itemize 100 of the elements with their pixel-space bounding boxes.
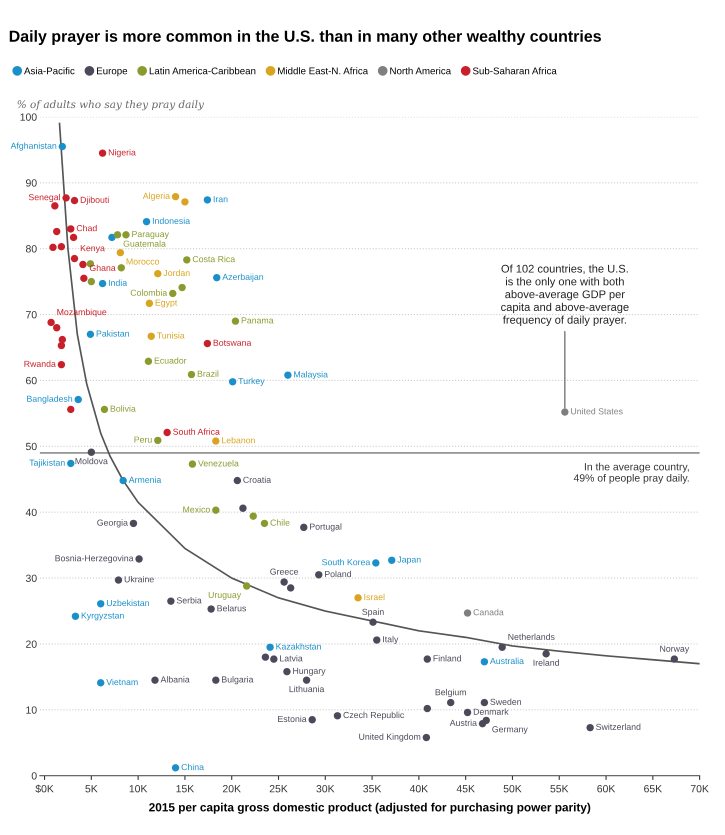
annotation: Kenya: [80, 245, 105, 253]
x-tick-label: 40K: [410, 785, 428, 792]
legend-label: Latin America-Caribbean: [150, 67, 256, 74]
point: [212, 506, 220, 514]
point: [58, 142, 66, 150]
annotation: Belarus: [217, 604, 246, 612]
x-tick-label: 60K: [597, 785, 616, 792]
point: [86, 330, 94, 338]
x-tick-label: 45K: [456, 785, 475, 792]
annotation: Ecuador: [154, 357, 186, 364]
point: [130, 520, 138, 528]
annotation: Ireland: [534, 659, 559, 666]
point: [250, 512, 257, 520]
legend-label: Europe: [97, 68, 128, 76]
annotation: Costa Rica: [192, 256, 236, 262]
annotation: China: [182, 764, 204, 770]
point: [88, 448, 96, 456]
y-tick-label: 50: [26, 442, 37, 450]
point: [172, 764, 180, 772]
annotation: Latvia: [280, 655, 303, 662]
point: [300, 524, 308, 532]
point: [70, 254, 78, 262]
annotation: Chile: [270, 519, 290, 526]
point: [163, 428, 171, 436]
annotation: Venezuela: [198, 460, 239, 466]
point: [62, 194, 70, 202]
point: [283, 668, 291, 676]
annotation: Afghanistan: [10, 142, 56, 151]
point: [204, 340, 212, 348]
point: [480, 698, 488, 706]
x-tick-label: 25K: [270, 785, 288, 792]
annotation: Vietnam: [106, 678, 138, 686]
point: [167, 597, 175, 605]
point: [49, 244, 57, 252]
x-tick-label: 70K: [690, 785, 709, 792]
annotation: Bulgaria: [222, 676, 254, 684]
point: [53, 228, 60, 236]
point: [232, 317, 240, 325]
x-tick-label: 50K: [504, 785, 522, 792]
point: [144, 358, 152, 365]
point: [51, 202, 59, 210]
point: [122, 231, 130, 238]
point: [213, 274, 220, 282]
annotation: Nigeria: [108, 149, 136, 158]
point: [67, 225, 74, 233]
point: [207, 605, 215, 613]
annotation: Greece: [270, 568, 298, 575]
annotation: Botswana: [214, 340, 252, 346]
annotation: United States: [571, 408, 623, 414]
annotation: Lithuania: [290, 686, 324, 692]
annotation: Jordan: [163, 270, 190, 276]
y-tick-label: 40: [26, 508, 37, 516]
annotation: Portugal: [310, 523, 342, 532]
y-tick-label: 100: [20, 113, 37, 121]
point: [498, 644, 506, 651]
annotation: Georgia: [97, 519, 128, 528]
y-tick-label: 20: [26, 640, 37, 648]
point: [260, 520, 268, 528]
annotation: Kazakhstan: [276, 643, 321, 650]
annotation: Bosnia-Herzegovina: [55, 554, 134, 564]
annotation: Of 102 countries, the U.S. is the only one with both above-average GDP per capita and above-average frequency of daily prayer.: [501, 264, 629, 326]
point: [70, 196, 78, 204]
point: [148, 332, 155, 340]
y-tick-label: 90: [26, 179, 37, 187]
x-tick-label: 30K: [316, 785, 334, 792]
annotation: Germany: [492, 726, 528, 734]
x-tick-label: $0K: [35, 784, 54, 794]
point: [302, 676, 310, 684]
point: [154, 270, 162, 278]
annotation: Panama: [242, 317, 274, 324]
point: [142, 218, 150, 226]
point: [135, 555, 143, 563]
annotation: Austria: [450, 720, 477, 726]
annotation: Rwanda: [24, 360, 56, 367]
annotation: Guatemala: [124, 240, 166, 247]
annotation: Norway: [660, 646, 690, 654]
point: [266, 644, 274, 651]
point: [204, 196, 212, 204]
x-tick-label: 5K: [85, 785, 98, 792]
point: [108, 234, 116, 242]
annotation: South Africa: [173, 428, 220, 435]
point: [424, 704, 431, 712]
annotation: Japan: [397, 556, 421, 564]
x-tick-label: 55K: [550, 785, 568, 792]
point: [58, 243, 66, 250]
point: [308, 716, 316, 724]
point: [287, 584, 294, 592]
point: [169, 290, 176, 298]
annotation: Switzerland: [596, 724, 640, 730]
annotation: Spain: [362, 608, 384, 617]
annotation: Kyrgyzstan: [82, 612, 124, 620]
point: [100, 406, 108, 414]
point: [280, 578, 288, 586]
annotation: United Kingdom: [359, 733, 420, 742]
annotation: Armenia: [128, 476, 162, 483]
point: [114, 576, 122, 584]
point: [188, 370, 196, 378]
point: [116, 248, 124, 256]
point: [561, 408, 569, 416]
annotation: Colombia: [130, 289, 168, 296]
